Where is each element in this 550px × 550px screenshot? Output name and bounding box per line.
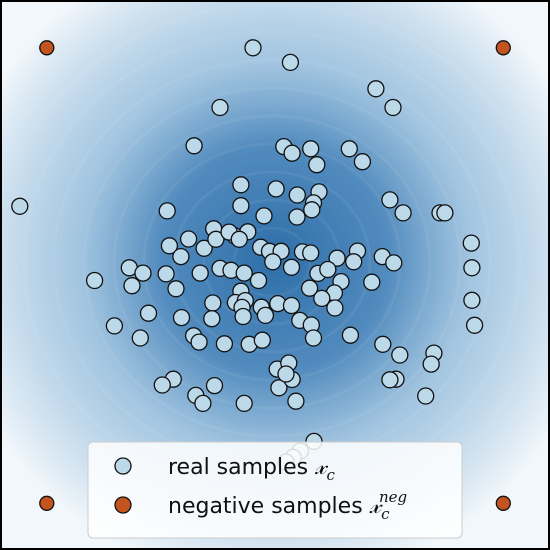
real-sample-point [157,265,175,283]
legend-box [87,441,463,539]
real-sample-point [134,264,152,282]
real-sample-point [341,326,360,344]
real-sample-point [326,299,344,317]
real-sample-point [191,264,209,282]
real-sample-point [302,244,320,262]
legend-negative-label: negative samples 𝓍neg c [168,488,407,523]
real-sample-point [313,289,331,308]
real-sample-point [282,296,301,315]
real-sample-point [277,365,295,383]
real-sample-point [340,140,358,158]
negative-sample-point [495,40,511,56]
real-sample-point [139,304,158,322]
real-sample-point [385,254,403,272]
real-sample-point [381,191,399,209]
negative-sample-point [495,495,511,511]
real-sample-point [288,208,306,226]
real-sample-point [131,329,149,347]
real-sample-point [465,316,484,334]
real-sample-point [85,271,104,290]
real-sample-point [394,204,412,222]
real-sample-point [270,379,288,397]
density-contour-ring [82,86,462,438]
legend-real-marker [114,457,132,475]
real-sample-point [367,80,385,98]
real-sample-point [255,207,273,225]
real-sample-point [153,376,171,394]
legend: real samples 𝓍c negative samples 𝓍neg c [87,441,463,539]
real-sample-point [328,249,346,267]
real-sample-point [436,204,454,222]
density-contour-ring [172,170,372,354]
real-sample-point [363,273,381,291]
real-sample-point [185,137,203,155]
real-sample-point [345,253,363,271]
real-sample-point [232,176,250,194]
real-sample-point [235,394,253,413]
real-sample-point [417,387,435,405]
real-sample-point [319,260,337,279]
real-sample-point [235,264,253,282]
real-sample-point [308,156,326,174]
real-sample-point [194,394,212,413]
real-sample-point [249,271,268,290]
real-sample-point [207,230,225,248]
real-sample-point [463,291,481,309]
real-sample-point [172,308,191,327]
real-sample-point [374,335,392,353]
real-sample-point [283,144,301,162]
real-sample-point [160,237,179,255]
real-sample-point [267,180,285,198]
real-sample-point [256,306,275,325]
real-sample-point [215,335,234,353]
real-sample-point [230,230,248,248]
real-sample-point [463,259,481,277]
real-sample-point [167,280,185,298]
real-sample-point [204,294,222,312]
real-sample-point [203,310,221,328]
real-sample-point [123,277,141,295]
real-sample-point [300,279,319,297]
real-sample-point [281,53,300,72]
legend-real-label: real samples 𝓍c [168,452,335,484]
real-sample-point [253,331,271,349]
real-sample-point [302,140,320,158]
real-sample-point [288,186,306,204]
real-sample-point [205,376,224,395]
real-sample-point [287,392,305,410]
real-sample-point [422,355,440,373]
real-sample-point [172,247,190,266]
real-sample-point [391,346,409,364]
real-sample-point [158,202,176,220]
real-sample-point [211,98,229,117]
real-sample-point [232,197,250,215]
real-sample-point [381,371,399,389]
legend-negative-marker [114,496,132,514]
real-sample-point [462,234,480,252]
real-sample-point [234,307,252,326]
real-sample-point [353,153,372,171]
real-sample-point [105,317,124,335]
density-contour-ring [232,226,312,298]
real-sample-point [304,329,323,347]
negative-sample-point [39,40,55,56]
real-samples-series [11,39,484,471]
negative-samples-series [39,40,511,511]
real-sample-point [384,98,402,117]
negative-sample-point [39,495,55,511]
real-sample-point [179,230,198,248]
real-sample-point [303,201,321,219]
real-sample-point [282,258,301,276]
real-sample-point [11,197,29,215]
real-sample-point [195,239,213,257]
real-sample-point [190,333,208,351]
real-sample-point [264,253,282,271]
density-contour-ring [112,114,432,410]
real-sample-point [244,39,262,57]
